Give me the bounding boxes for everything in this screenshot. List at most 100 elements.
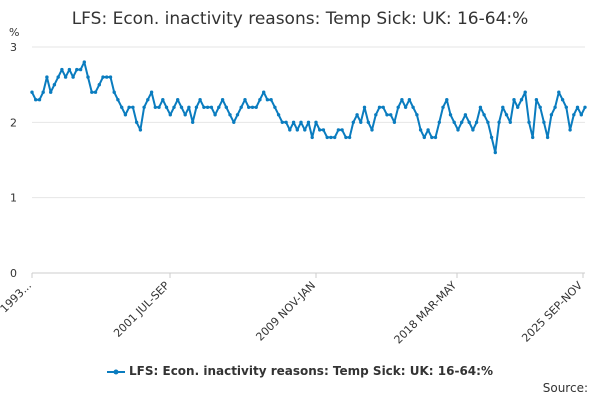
data-point[interactable] — [516, 105, 520, 110]
data-point[interactable] — [347, 135, 352, 140]
data-point[interactable] — [37, 98, 42, 102]
data-point[interactable] — [403, 105, 408, 110]
data-point[interactable] — [396, 105, 400, 110]
data-point[interactable] — [205, 105, 210, 110]
data-point[interactable] — [153, 105, 157, 110]
data-point[interactable] — [549, 113, 554, 117]
data-point[interactable] — [579, 113, 583, 117]
data-point[interactable] — [508, 120, 512, 125]
data-point[interactable] — [318, 128, 322, 132]
data-point[interactable] — [366, 120, 370, 125]
data-point[interactable] — [303, 128, 307, 132]
data-point[interactable] — [385, 113, 389, 117]
data-point[interactable] — [478, 105, 483, 110]
data-point[interactable] — [534, 98, 539, 102]
data-point[interactable] — [179, 105, 184, 110]
data-point[interactable] — [265, 98, 270, 102]
data-point[interactable] — [71, 75, 75, 79]
data-point[interactable] — [489, 135, 494, 140]
data-point[interactable] — [276, 113, 281, 117]
data-point[interactable] — [127, 105, 131, 110]
data-point[interactable] — [202, 105, 206, 110]
data-point[interactable] — [146, 98, 150, 102]
data-point[interactable] — [336, 128, 341, 132]
data-point[interactable] — [228, 113, 232, 117]
data-point[interactable] — [411, 105, 415, 110]
data-point[interactable] — [467, 120, 471, 125]
data-point[interactable] — [557, 90, 561, 94]
data-point[interactable] — [448, 113, 453, 117]
data-point[interactable] — [258, 98, 262, 102]
data-point[interactable] — [187, 105, 191, 110]
data-point[interactable] — [321, 128, 326, 132]
data-point[interactable] — [392, 120, 397, 125]
data-point[interactable] — [564, 105, 568, 110]
data-point[interactable] — [340, 128, 344, 132]
data-point[interactable] — [377, 105, 382, 110]
data-point[interactable] — [456, 128, 460, 132]
data-point[interactable] — [243, 98, 247, 102]
data-point[interactable] — [45, 75, 49, 79]
data-point[interactable] — [437, 120, 441, 125]
data-point[interactable] — [504, 113, 509, 117]
data-point[interactable] — [209, 105, 214, 110]
data-point[interactable] — [112, 90, 116, 94]
data-point[interactable] — [105, 75, 109, 79]
data-point[interactable] — [310, 135, 314, 140]
data-point[interactable] — [441, 105, 445, 110]
data-point[interactable] — [86, 75, 90, 79]
data-point[interactable] — [426, 128, 430, 132]
data-point[interactable] — [90, 90, 94, 94]
legend[interactable]: LFS: Econ. inactivity reasons: Temp Sick… — [0, 364, 600, 378]
data-point[interactable] — [568, 128, 572, 132]
data-point[interactable] — [400, 98, 404, 102]
data-point[interactable] — [232, 120, 236, 125]
data-point[interactable] — [471, 128, 475, 132]
data-point[interactable] — [176, 98, 180, 102]
data-point[interactable] — [34, 98, 38, 102]
data-point[interactable] — [183, 113, 187, 117]
data-point[interactable] — [291, 120, 296, 125]
data-point[interactable] — [131, 105, 135, 110]
data-point[interactable] — [407, 98, 412, 102]
data-point[interactable] — [523, 90, 527, 94]
data-point[interactable] — [108, 75, 113, 79]
data-point[interactable] — [120, 105, 124, 110]
data-point[interactable] — [213, 113, 217, 117]
data-point[interactable] — [553, 105, 557, 110]
data-point[interactable] — [572, 113, 576, 117]
data-point[interactable] — [333, 135, 337, 140]
data-point[interactable] — [41, 90, 45, 94]
data-point[interactable] — [381, 105, 385, 110]
data-point[interactable] — [575, 105, 580, 110]
data-point[interactable] — [538, 105, 542, 110]
data-point[interactable] — [198, 98, 202, 102]
data-point[interactable] — [362, 105, 367, 110]
data-point[interactable] — [325, 135, 329, 140]
data-point[interactable] — [63, 75, 68, 79]
data-point[interactable] — [194, 105, 199, 110]
data-point[interactable] — [262, 90, 266, 94]
data-point[interactable] — [493, 150, 497, 155]
data-point[interactable] — [430, 135, 434, 140]
data-point[interactable] — [224, 105, 228, 110]
data-point[interactable] — [75, 67, 79, 72]
data-point[interactable] — [49, 90, 53, 94]
data-point[interactable] — [452, 120, 456, 125]
data-point[interactable] — [527, 120, 531, 125]
data-point[interactable] — [295, 128, 299, 132]
data-point[interactable] — [235, 113, 240, 117]
data-point[interactable] — [389, 113, 393, 117]
data-point[interactable] — [67, 67, 72, 72]
data-point[interactable] — [247, 105, 251, 110]
data-point[interactable] — [288, 128, 292, 132]
data-point[interactable] — [344, 135, 348, 140]
data-point[interactable] — [157, 105, 161, 110]
data-point[interactable] — [93, 90, 98, 94]
data-point[interactable] — [422, 135, 426, 140]
data-point[interactable] — [168, 113, 172, 117]
data-point[interactable] — [445, 98, 449, 102]
data-point[interactable] — [60, 67, 64, 72]
data-point[interactable] — [239, 105, 243, 110]
data-point[interactable] — [138, 128, 143, 132]
